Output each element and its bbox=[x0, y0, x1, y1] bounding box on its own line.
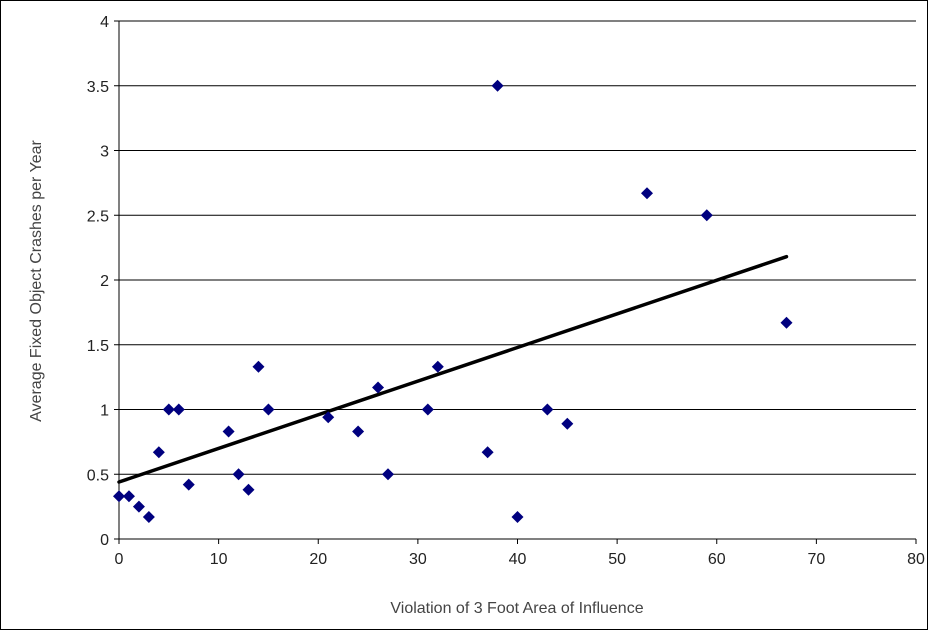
trendline bbox=[117, 254, 789, 484]
y-tick-label: 0.5 bbox=[87, 467, 109, 484]
data-point bbox=[222, 425, 235, 438]
x-tick-label: 40 bbox=[509, 551, 527, 568]
x-tick-label: 70 bbox=[807, 551, 825, 568]
data-point bbox=[491, 79, 504, 92]
data-point bbox=[122, 490, 135, 503]
x-tick-label: 20 bbox=[309, 551, 327, 568]
data-point bbox=[252, 360, 265, 373]
x-tick-label: 0 bbox=[115, 551, 124, 568]
x-tick-label: 10 bbox=[210, 551, 228, 568]
data-point bbox=[511, 510, 524, 523]
data-point bbox=[142, 510, 155, 523]
data-point bbox=[352, 425, 365, 438]
data-point bbox=[232, 468, 245, 481]
data-point bbox=[541, 403, 554, 416]
y-tick-label: 0 bbox=[100, 532, 109, 549]
data-point bbox=[641, 187, 654, 200]
data-point bbox=[322, 411, 335, 424]
data-points bbox=[113, 79, 793, 523]
data-point bbox=[431, 360, 444, 373]
y-tick-label: 3.5 bbox=[87, 79, 109, 96]
x-axis-label: Violation of 3 Foot Area of Influence bbox=[390, 600, 643, 617]
y-tick-label: 3 bbox=[100, 144, 109, 161]
trendline-group bbox=[117, 254, 789, 484]
data-point bbox=[113, 490, 125, 503]
data-point bbox=[780, 316, 793, 329]
x-tick-labels: 0 10 20 30 40 50 60 70 80 bbox=[115, 551, 925, 568]
data-point bbox=[182, 478, 195, 491]
data-point bbox=[561, 417, 574, 430]
data-point bbox=[381, 468, 394, 481]
data-point bbox=[172, 403, 185, 416]
data-point bbox=[700, 209, 713, 222]
y-tick-label: 2 bbox=[100, 273, 109, 290]
data-point bbox=[421, 403, 434, 416]
data-point bbox=[372, 381, 385, 394]
y-tick-label: 1.5 bbox=[87, 338, 109, 355]
data-point bbox=[481, 446, 494, 459]
x-tick-label: 80 bbox=[907, 551, 925, 568]
y-axis-label: Average Fixed Object Crashes per Year bbox=[28, 140, 45, 422]
y-tick-label: 2.5 bbox=[87, 208, 109, 225]
y-tick-labels: 0 0.5 1 1.5 2 2.5 3 3.5 4 bbox=[87, 14, 109, 549]
x-tick-label: 60 bbox=[708, 551, 726, 568]
data-point bbox=[242, 483, 255, 496]
y-tick-label: 4 bbox=[100, 14, 109, 31]
y-tick-label: 1 bbox=[100, 403, 109, 420]
axes bbox=[114, 20, 917, 544]
data-point bbox=[132, 500, 145, 513]
data-point bbox=[162, 403, 175, 416]
gridlines bbox=[119, 20, 916, 475]
x-tick-label: 50 bbox=[608, 551, 626, 568]
x-tick-label: 30 bbox=[409, 551, 427, 568]
data-point bbox=[262, 403, 275, 416]
data-point bbox=[152, 446, 165, 459]
